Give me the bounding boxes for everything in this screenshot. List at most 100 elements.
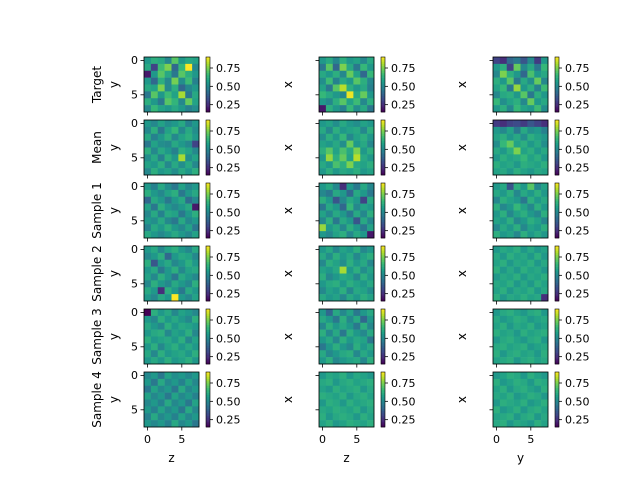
- heatmap-cell: [150, 217, 159, 225]
- colorbar-segment: [555, 378, 559, 382]
- colorbar-segment: [555, 284, 559, 288]
- heatmap-cell: [185, 343, 193, 351]
- heatmap-cell: [178, 120, 186, 128]
- y-axis-label: x: [455, 81, 469, 88]
- heatmap-cell: [367, 336, 375, 344]
- heatmap-cell: [192, 420, 200, 428]
- heatmap-cell: [353, 57, 361, 65]
- heatmap-cell: [506, 246, 514, 254]
- heatmap-cell: [527, 385, 535, 393]
- heatmap-cell: [178, 350, 186, 358]
- heatmap-cell: [185, 413, 193, 421]
- heatmap-cell: [185, 385, 193, 393]
- heatmap-cell: [164, 224, 172, 232]
- heatmap-cell: [506, 372, 514, 380]
- heatmap-cell: [178, 280, 186, 288]
- heatmap-cell: [319, 343, 327, 351]
- colorbar-segment: [206, 73, 210, 76]
- heatmap-cell: [513, 98, 521, 106]
- colorbar-segment: [206, 257, 210, 261]
- heatmap-cell: [520, 168, 528, 176]
- heatmap-cell: [541, 420, 549, 428]
- heatmap-cell: [164, 399, 172, 407]
- heatmap-cell: [157, 147, 165, 155]
- heatmap-cell: [353, 385, 361, 393]
- row-label: Sample 1: [90, 182, 104, 238]
- colorbar-segment: [381, 194, 385, 198]
- colorbar-segment: [555, 422, 559, 426]
- colorbar-segment: [555, 93, 559, 97]
- heatmap-cell: [332, 189, 340, 198]
- colorbar-segment: [555, 231, 559, 234]
- colorbar-segment: [381, 291, 385, 295]
- colorbar-tick-label: 0.50: [565, 332, 590, 345]
- heatmap-cell: [339, 105, 347, 113]
- colorbar-segment: [381, 105, 385, 108]
- heatmap-cell: [353, 224, 361, 232]
- heatmap-cell: [157, 413, 165, 421]
- heatmap-cell: [339, 378, 347, 387]
- colorbar-segment: [555, 257, 559, 261]
- heatmap-cell: [506, 91, 514, 99]
- colorbar-segment: [381, 172, 385, 176]
- heatmap-cell: [332, 378, 340, 387]
- heatmap-cell: [513, 196, 521, 204]
- colorbar-segment: [381, 394, 385, 398]
- colorbar-segment: [555, 185, 559, 188]
- colorbar-segment: [555, 320, 559, 324]
- heatmap-cell: [319, 385, 327, 393]
- heatmap-cell: [325, 183, 334, 191]
- heatmap-cell: [506, 63, 514, 72]
- colorbar-segment: [206, 315, 210, 319]
- heatmap-cell: [360, 266, 368, 274]
- heatmap-cell: [513, 378, 521, 387]
- heatmap-cell: [499, 413, 508, 421]
- heatmap-cell: [506, 322, 514, 330]
- heatmap-cell: [353, 420, 361, 428]
- colorbar-segment: [206, 388, 210, 391]
- heatmap-cell: [150, 287, 159, 295]
- heatmap-cell: [513, 189, 521, 198]
- heatmap-cell: [367, 140, 375, 148]
- heatmap-cell: [171, 196, 179, 204]
- heatmap-cell: [499, 273, 508, 281]
- colorbar-segment: [206, 350, 210, 353]
- colorbar-segment: [206, 226, 210, 230]
- heatmap-cell: [339, 57, 347, 65]
- heatmap-cell: [144, 98, 152, 106]
- colorbar-segment: [206, 266, 210, 270]
- colorbar-segment: [206, 154, 210, 157]
- heatmap-cell: [332, 231, 340, 239]
- heatmap-cell: [346, 309, 354, 317]
- heatmap-cell: [319, 120, 327, 128]
- heatmap-cell: [527, 84, 535, 92]
- heatmap-cell: [144, 168, 152, 176]
- colorbar-segment: [555, 372, 559, 375]
- heatmap-cell: [506, 280, 514, 288]
- heatmap-cell: [499, 84, 508, 92]
- heatmap-cell: [157, 357, 165, 365]
- colorbar-segment: [555, 354, 559, 358]
- row-label: Mean: [90, 131, 104, 164]
- heatmap-cell: [367, 161, 375, 169]
- heatmap-cell: [339, 203, 347, 211]
- heatmap-cell: [192, 329, 200, 337]
- colorbar-segment: [206, 248, 210, 251]
- heatmap-cell: [171, 231, 179, 239]
- colorbar-segment: [206, 424, 210, 428]
- colorbar-segment: [555, 133, 559, 137]
- heatmap-cell: [339, 350, 347, 358]
- heatmap-cell: [360, 372, 368, 380]
- colorbar-segment: [381, 390, 385, 393]
- heatmap-cell: [346, 84, 354, 92]
- colorbar-segment: [555, 298, 559, 302]
- colorbar-segment: [206, 420, 210, 423]
- heatmap-cell: [534, 329, 542, 337]
- heatmap-cell: [534, 183, 542, 191]
- heatmap-cell: [339, 399, 347, 407]
- colorbar-segment: [381, 228, 385, 232]
- heatmap-cell: [332, 133, 340, 141]
- colorbar-frame: [380, 308, 386, 365]
- heatmap-cell: [367, 287, 375, 295]
- heatmap-cell: [527, 147, 535, 155]
